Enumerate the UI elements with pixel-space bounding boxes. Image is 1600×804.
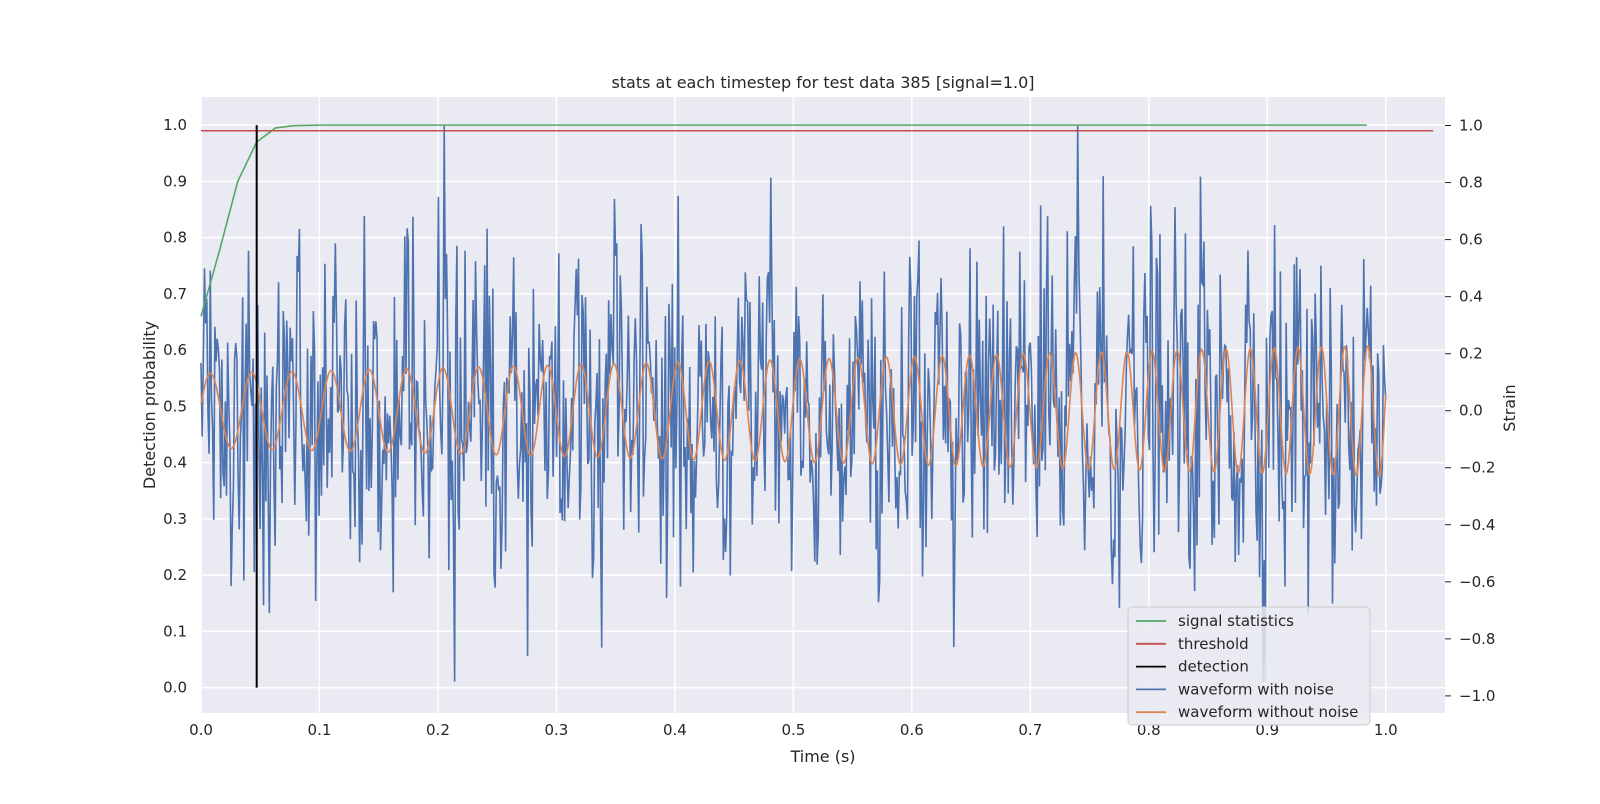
legend-box [1127,606,1371,726]
series-layer [200,124,1434,688]
y-left-tick-label: 0.8 [163,229,187,247]
y-right-tick-label: 0.4 [1459,288,1483,306]
x-tick-label: 0.6 [900,721,924,739]
y-right-tick-label: −0.8 [1459,630,1495,648]
y-left-tick-label: 0.9 [163,172,187,190]
y-left-tick-label: 0.4 [163,454,187,472]
x-tick-label: 1.0 [1374,721,1398,739]
y-right-tick-label: 0.2 [1459,345,1483,363]
x-axis-label: Time (s) [789,747,855,766]
x-tick-label: 0.5 [781,721,805,739]
y-left-tick-label: 0.0 [163,679,187,697]
legend: signal statistics threshold detection wavef… [1127,606,1371,726]
x-tick-label: 0.4 [663,721,687,739]
y-right-tick-label: 0.0 [1459,402,1483,420]
y-left-tick-label: 0.2 [163,566,187,584]
series-signal-statistics [200,124,1367,317]
y-right-tick-label: −1.0 [1459,687,1495,705]
y-right-tick-label: 1.0 [1459,117,1483,135]
y-left-tick-label: 0.7 [163,285,187,303]
x-tick-label: 0.3 [544,721,568,739]
y-right-tick-label: −0.4 [1459,516,1495,534]
tick-labels: 0.0 0.1 0.2 0.3 0.4 0.5 0.6 0.7 0.8 0.9 1.0 0.0 0.1 0… [163,116,1495,739]
series-waveform-without-noise [200,345,1387,478]
y-right-tick-label: −0.6 [1459,573,1495,591]
chart-title: stats at each timestep for test data 385… [611,73,1034,92]
legend-label: waveform without noise [1178,703,1358,721]
y-axis-label-left: Detection probability [140,321,159,489]
legend-label: threshold [1178,635,1249,653]
y-left-tick-label: 0.5 [163,397,187,415]
y-right-tick-label: 0.6 [1459,231,1483,249]
x-tick-label: 0.2 [426,721,450,739]
y-left-tick-label: 0.3 [163,510,187,528]
y-left-tick-label: 0.1 [163,622,187,640]
legend-label: signal statistics [1178,612,1294,630]
y-right-tick-label: 0.8 [1459,174,1483,192]
x-tick-label: 0.7 [1018,721,1042,739]
x-tick-label: 0.0 [189,721,213,739]
y-left-tick-label: 0.6 [163,341,187,359]
y-axis-label-right: Strain [1500,384,1519,431]
legend-label: waveform with noise [1178,680,1334,698]
y-left-tick-label: 1.0 [163,116,187,134]
y-right-tick-label: −0.2 [1459,459,1495,477]
x-tick-label: 0.1 [308,721,332,739]
legend-label: detection [1178,658,1249,676]
